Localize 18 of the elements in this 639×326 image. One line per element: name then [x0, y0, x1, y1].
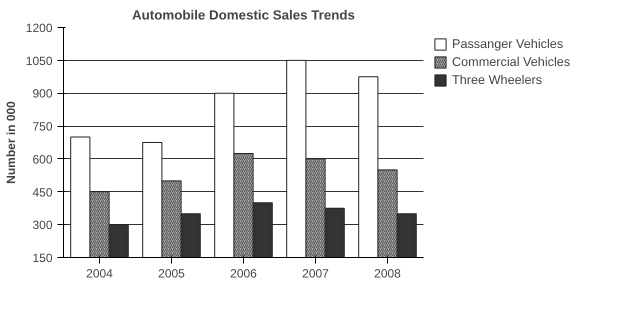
chart-title: Automobile Domestic Sales Trends [132, 8, 355, 22]
x-tick-label: 2008 [374, 266, 402, 280]
x-tick-label: 2007 [302, 266, 330, 280]
y-tick-label: 750 [32, 120, 53, 134]
y-tick-label: 600 [32, 152, 53, 166]
x-tick-label: 2006 [230, 266, 258, 280]
y-axis-title: Number in 000 [4, 100, 18, 184]
y-tick-label: 150 [32, 251, 53, 265]
legend-label: Passanger Vehicles [452, 37, 564, 51]
y-tick-label: 900 [32, 86, 53, 101]
y-tick-label: 1200 [26, 21, 53, 35]
legend-label: Commercial Vehicles [452, 55, 570, 69]
x-tick-label: 2004 [86, 266, 114, 280]
y-tick-label: 450 [32, 185, 53, 200]
x-tick-label: 2005 [158, 266, 186, 280]
y-tick-label: 300 [32, 218, 53, 232]
legend-label: Three Wheelers [452, 73, 542, 87]
y-tick-label: 1050 [26, 54, 53, 68]
